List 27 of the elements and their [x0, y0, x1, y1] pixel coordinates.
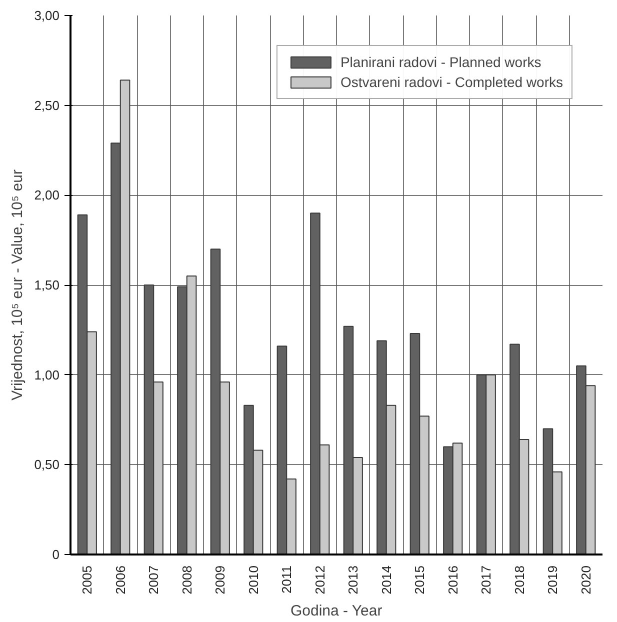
x-tick-label: 2016 [445, 566, 460, 594]
x-tick-label: 2006 [112, 566, 128, 594]
x-tick-label: 2005 [80, 566, 95, 594]
x-tick-label: 2009 [212, 566, 228, 594]
legend-label: Ostvareni radovi - Completed works [340, 74, 563, 90]
y-tick-label: 1,00 [34, 367, 60, 382]
y-tick-label: 1,50 [34, 278, 60, 292]
y-tick-label: 2,00 [34, 188, 60, 203]
x-tick-label: 2018 [512, 566, 527, 594]
x-tick-label: 2019 [545, 566, 560, 594]
x-tick-label: 2015 [412, 566, 428, 594]
x-tick-label: 2017 [478, 566, 494, 594]
x-tick-label: 2008 [179, 566, 194, 594]
x-tick-label: 2007 [146, 566, 162, 594]
y-tick-label: 0 [52, 547, 60, 562]
x-tick-label: 2020 [578, 566, 594, 594]
y-axis-title: Vrijednost, 10⁵ eur - Value, 10⁵ eur [9, 170, 26, 400]
y-tick-label: 0,50 [34, 457, 60, 472]
x-tick-label: 2010 [246, 566, 261, 594]
y-tick-label: 2,50 [34, 98, 60, 113]
x-tick-label: 2012 [312, 566, 328, 594]
x-tick-label: 2014 [378, 566, 394, 594]
x-tick-label: 2011 [279, 565, 294, 594]
x-axis-title: Godina - Year [290, 602, 382, 620]
y-tick-label: 3,00 [34, 8, 60, 23]
x-tick-label: 2013 [346, 566, 361, 594]
legend-label: Planirani radovi - Planned works [340, 54, 542, 70]
